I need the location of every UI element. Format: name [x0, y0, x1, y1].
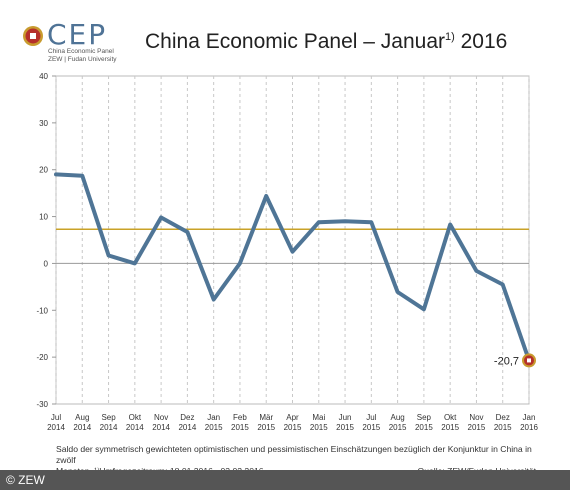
x-tick-label-year-11: 2015 [336, 423, 354, 432]
x-tick-label-year-2: 2014 [100, 423, 118, 432]
chart-title: China Economic Panel – Januar1) 2016 [145, 30, 507, 54]
y-tick-label-40: 40 [39, 72, 48, 81]
x-tick-label-year-5: 2014 [178, 423, 196, 432]
y-tick-label--30: -30 [36, 400, 48, 409]
cep-logo: CEP China Economic Panel ZEW | Fudan Uni… [22, 18, 132, 63]
x-tick-label-month-1: Aug [75, 413, 89, 422]
x-tick-label-month-18: Jan [523, 413, 536, 422]
x-tick-label-month-10: Mai [312, 413, 325, 422]
x-tick-label-month-7: Feb [233, 413, 247, 422]
last-point-marker-center [527, 358, 531, 363]
logo-subtitle-1: China Economic Panel [48, 48, 114, 55]
x-tick-label-year-18: 2016 [520, 423, 538, 432]
copyright-bar: © ZEW [0, 470, 570, 490]
y-tick-label-20: 20 [39, 166, 48, 175]
y-tick-label--10: -10 [36, 306, 48, 315]
logo-subtitle-2: ZEW | Fudan University [48, 56, 117, 63]
x-tick-label-year-14: 2015 [415, 423, 433, 432]
copyright-text: © ZEW [6, 473, 45, 487]
x-tick-label-month-17: Dez [496, 413, 510, 422]
x-tick-label-month-12: Jul [366, 413, 376, 422]
x-tick-label-year-10: 2015 [310, 423, 328, 432]
x-tick-label-month-13: Aug [390, 413, 404, 422]
title-year: 2016 [454, 30, 508, 53]
x-tick-label-month-5: Dez [180, 413, 194, 422]
x-tick-label-month-14: Sep [417, 413, 432, 422]
cep-logo-icon [23, 26, 43, 46]
x-tick-label-month-11: Jun [339, 413, 352, 422]
title-main: China Economic Panel – Januar [145, 30, 446, 53]
footnote-line-1: Saldo der symmetrisch gewichteten optimi… [56, 444, 532, 465]
x-tick-label-year-15: 2015 [441, 423, 459, 432]
y-tick-label-10: 10 [39, 213, 48, 222]
last-value-label: -20,7 [494, 355, 519, 367]
x-tick-label-year-8: 2015 [257, 423, 275, 432]
x-tick-label-year-4: 2014 [152, 423, 170, 432]
x-tick-label-month-15: Okt [444, 413, 457, 422]
x-tick-label-year-16: 2015 [468, 423, 486, 432]
x-tick-label-year-12: 2015 [362, 423, 380, 432]
title-footnote-mark: 1) [445, 31, 455, 43]
x-tick-label-year-1: 2014 [73, 423, 91, 432]
y-tick-label--20: -20 [36, 353, 48, 362]
x-tick-label-month-16: Nov [469, 413, 483, 422]
x-tick-label-month-8: Mär [259, 413, 273, 422]
logo-name: CEP [47, 18, 108, 51]
x-tick-label-month-6: Jan [207, 413, 220, 422]
x-tick-label-year-13: 2015 [389, 423, 407, 432]
x-tick-label-month-9: Apr [286, 413, 299, 422]
x-tick-label-month-2: Sep [101, 413, 116, 422]
x-tick-label-year-17: 2015 [494, 423, 512, 432]
x-tick-label-year-3: 2014 [126, 423, 144, 432]
x-tick-label-month-3: Okt [129, 413, 142, 422]
y-tick-label-0: 0 [44, 259, 49, 268]
y-tick-label-30: 30 [39, 119, 48, 128]
x-tick-label-year-6: 2015 [205, 423, 223, 432]
x-tick-label-year-9: 2015 [284, 423, 302, 432]
x-tick-label-year-0: 2014 [47, 423, 65, 432]
x-tick-label-year-7: 2015 [231, 423, 249, 432]
x-tick-label-month-4: Nov [154, 413, 168, 422]
line-chart: -30-20-10010203040Jul2014Aug2014Sep2014O… [36, 72, 538, 432]
x-tick-label-month-0: Jul [51, 413, 61, 422]
